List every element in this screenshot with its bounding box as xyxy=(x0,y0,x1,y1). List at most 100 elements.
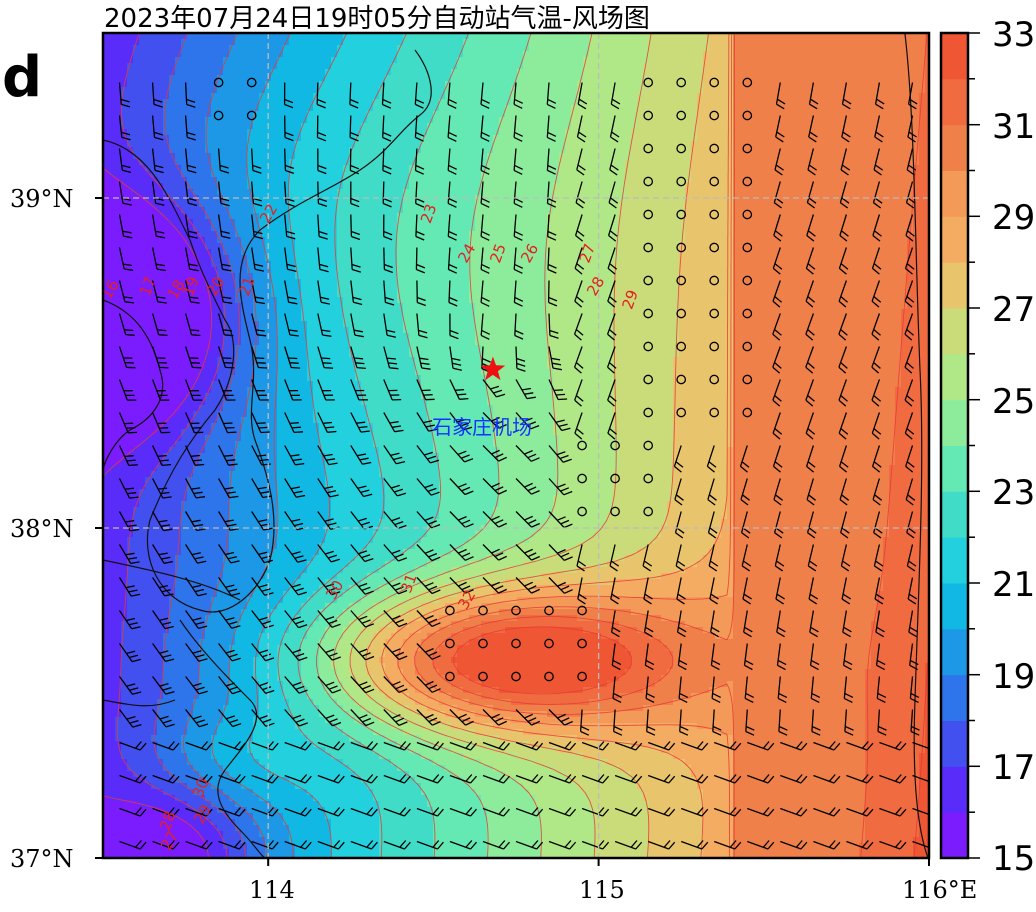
temperature-cell xyxy=(259,75,266,82)
temperature-cell xyxy=(667,153,674,160)
temperature-cell xyxy=(619,117,626,124)
temperature-cell xyxy=(403,39,410,46)
temperature-cell xyxy=(589,237,596,244)
temperature-cell xyxy=(661,99,668,106)
temperature-cell xyxy=(553,63,560,70)
temperature-cell xyxy=(829,231,836,238)
temperature-cell xyxy=(553,225,560,232)
temperature-cell xyxy=(757,183,764,190)
temperature-cell xyxy=(307,189,314,196)
temperature-cell xyxy=(757,171,764,178)
temperature-cell xyxy=(109,63,116,70)
temperature-cell xyxy=(913,87,920,94)
temperature-cell xyxy=(217,147,224,154)
temperature-cell xyxy=(625,63,632,70)
temperature-cell xyxy=(685,123,692,130)
temperature-cell xyxy=(799,225,806,232)
temperature-cell xyxy=(571,87,578,94)
temperature-cell xyxy=(913,81,920,88)
temperature-cell xyxy=(349,213,356,220)
temperature-cell xyxy=(685,219,692,226)
temperature-cell xyxy=(787,171,794,178)
temperature-cell xyxy=(157,51,164,58)
temperature-cell xyxy=(703,93,710,100)
temperature-cell xyxy=(751,219,758,226)
temperature-cell xyxy=(523,141,530,148)
temperature-cell xyxy=(295,171,302,178)
temperature-cell xyxy=(505,81,512,88)
temperature-cell xyxy=(421,81,428,88)
temperature-cell xyxy=(691,39,698,46)
temperature-cell xyxy=(463,177,470,184)
temperature-cell xyxy=(241,141,248,148)
temperature-cell xyxy=(835,99,842,106)
temperature-cell xyxy=(379,207,386,214)
temperature-cell xyxy=(601,123,608,130)
temperature-cell xyxy=(403,159,410,166)
temperature-cell xyxy=(829,225,836,232)
temperature-cell xyxy=(643,135,650,142)
temperature-cell xyxy=(361,159,368,166)
temperature-cell xyxy=(277,39,284,46)
temperature-cell xyxy=(853,99,860,106)
temperature-cell xyxy=(871,45,878,52)
temperature-cell xyxy=(391,183,398,190)
temperature-cell xyxy=(493,51,500,58)
temperature-cell xyxy=(709,87,716,94)
temperature-cell xyxy=(721,135,728,142)
temperature-cell xyxy=(613,39,620,46)
temperature-cell xyxy=(673,87,680,94)
temperature-cell xyxy=(211,45,218,52)
temperature-cell xyxy=(451,81,458,88)
temperature-cell xyxy=(847,189,854,196)
temperature-cell xyxy=(871,105,878,112)
temperature-cell xyxy=(769,177,776,184)
temperature-cell xyxy=(703,75,710,82)
temperature-cell xyxy=(361,183,368,190)
temperature-cell xyxy=(313,159,320,166)
temperature-cell xyxy=(559,99,566,106)
temperature-cell xyxy=(787,165,794,172)
temperature-cell xyxy=(271,75,278,82)
temperature-cell xyxy=(589,159,596,166)
temperature-cell xyxy=(679,93,686,100)
temperature-cell xyxy=(697,219,704,226)
temperature-cell xyxy=(349,207,356,214)
temperature-cell xyxy=(691,177,698,184)
temperature-cell xyxy=(151,117,158,124)
temperature-cell xyxy=(523,159,530,166)
temperature-cell xyxy=(301,75,308,82)
temperature-cell xyxy=(439,39,446,46)
temperature-cell xyxy=(625,237,632,244)
temperature-cell xyxy=(631,177,638,184)
temperature-cell xyxy=(619,51,626,58)
temperature-cell xyxy=(871,69,878,76)
temperature-cell xyxy=(487,183,494,190)
temperature-cell xyxy=(211,105,218,112)
temperature-cell xyxy=(289,81,296,88)
temperature-cell xyxy=(835,57,842,64)
temperature-cell xyxy=(493,201,500,208)
temperature-cell xyxy=(697,183,704,190)
temperature-cell xyxy=(427,57,434,64)
temperature-cell xyxy=(811,141,818,148)
temperature-cell xyxy=(301,135,308,142)
temperature-cell xyxy=(253,39,260,46)
temperature-cell xyxy=(427,153,434,160)
temperature-cell xyxy=(541,69,548,76)
temperature-cell xyxy=(907,45,914,52)
temperature-cell xyxy=(601,171,608,178)
temperature-cell xyxy=(319,159,326,166)
temperature-cell xyxy=(697,171,704,178)
temperature-cell xyxy=(835,165,842,172)
temperature-cell xyxy=(685,141,692,148)
temperature-cell xyxy=(811,51,818,58)
temperature-cell xyxy=(781,213,788,220)
temperature-cell xyxy=(709,93,716,100)
temperature-cell xyxy=(913,213,920,220)
temperature-cell xyxy=(133,69,140,76)
temperature-cell xyxy=(529,99,536,106)
temperature-cell xyxy=(229,129,236,136)
temperature-cell xyxy=(715,153,722,160)
temperature-cell xyxy=(211,189,218,196)
